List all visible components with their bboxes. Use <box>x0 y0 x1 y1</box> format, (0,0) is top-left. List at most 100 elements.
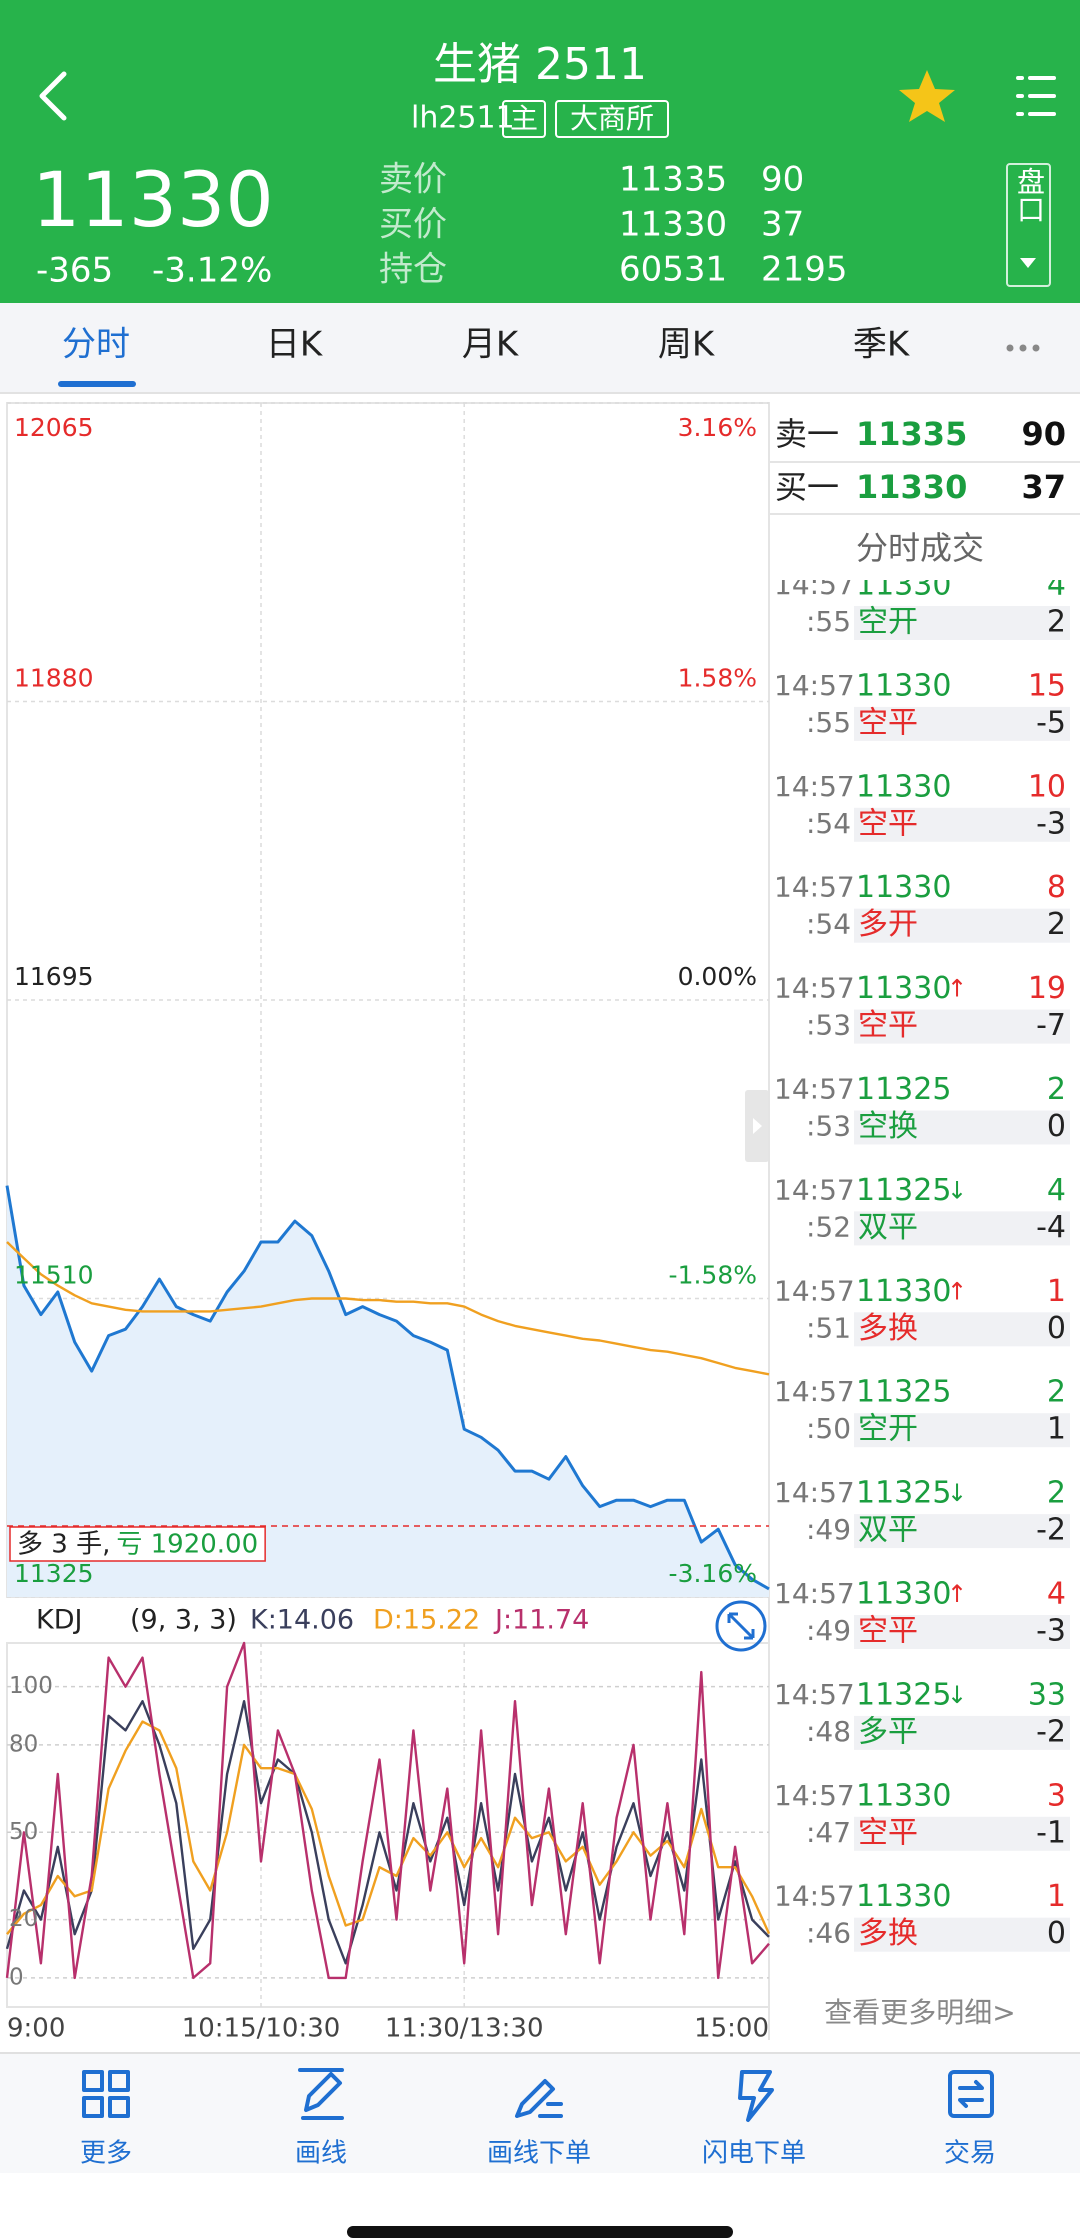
trade-change: -1 <box>1036 1815 1066 1850</box>
series-line <box>6 1241 770 1376</box>
side-button-box[interactable] <box>1006 163 1051 287</box>
trade-qty: 3 <box>1047 1778 1066 1813</box>
trade-row-bg <box>854 1816 1070 1851</box>
tag: 大商所 <box>570 102 654 135</box>
trade-sec: :54 <box>806 807 851 840</box>
tab[interactable]: 周K <box>658 325 716 365</box>
kdj-readout: J:11.74 <box>493 1605 589 1636</box>
trade-qty: 1 <box>1047 1274 1066 1309</box>
trade-change: 0 <box>1047 1109 1066 1144</box>
icon-more[interactable] <box>82 2070 130 2118</box>
trade-row-bg <box>854 1615 1070 1649</box>
trade-row-bg <box>854 1110 1070 1145</box>
tab[interactable]: 分时 <box>62 325 130 365</box>
favorite-star[interactable] <box>899 70 955 122</box>
quote-label: 卖价 <box>379 160 447 200</box>
nav-bar <box>0 2053 1080 2173</box>
trade-time: 14:57 <box>774 770 855 803</box>
trade-type: 多平 <box>858 1714 918 1749</box>
trade-qty: 1 <box>1047 1879 1066 1914</box>
trade-qty: 2 <box>1047 1476 1066 1511</box>
back-button[interactable] <box>39 71 67 121</box>
trade-row-bg <box>854 1715 1070 1750</box>
trade-price: 11330 <box>856 870 951 905</box>
trade-sec: :55 <box>806 605 851 638</box>
trade-change: 2 <box>1047 907 1066 942</box>
trade-price: 11330 <box>856 668 951 703</box>
tag: 主 <box>510 102 538 135</box>
trade-change: 1 <box>1047 1412 1066 1447</box>
trade-sec: :51 <box>806 1311 851 1344</box>
trade-price: 11325 <box>856 1173 951 1208</box>
area-fill <box>7 1185 769 1597</box>
quote-qty: 37 <box>761 205 804 245</box>
trade-type: 空开 <box>858 605 918 640</box>
trade-type: 空平 <box>858 1008 918 1043</box>
trade-price: 11325 <box>856 1677 951 1712</box>
trade-price: 11325 <box>856 1375 951 1410</box>
trade-type: 双平 <box>858 1513 918 1548</box>
side-button[interactable]: 盘口 <box>1013 167 1046 223</box>
quote-qty: 2195 <box>761 250 848 290</box>
tab[interactable]: 日K <box>266 325 324 365</box>
trade-time: 14:57 <box>774 1173 855 1206</box>
trade-price: 11330 <box>856 769 951 804</box>
tab[interactable]: 月K <box>462 325 520 365</box>
trade-price: 11330 <box>856 1577 951 1612</box>
y-tick-label: 0 <box>9 1964 24 1990</box>
title: 生猪 2511 <box>433 39 647 90</box>
nav-label[interactable]: 交易 <box>944 2139 996 2169</box>
book-qty: 37 <box>1021 468 1066 506</box>
trade-time: 14:57 <box>774 1577 855 1610</box>
nav-label[interactable]: 画线 <box>295 2139 347 2169</box>
trade-time: 14:57 <box>774 1274 855 1307</box>
expand-button[interactable] <box>715 1600 767 1652</box>
tab[interactable]: 季K <box>853 325 911 365</box>
nav-label[interactable]: 画线下单 <box>487 2139 591 2169</box>
trade-arrow: ↓ <box>947 1479 967 1507</box>
price-change: -365 <box>36 251 113 291</box>
nav-label[interactable]: 更多 <box>80 2139 132 2169</box>
trade-list: 14:57 11330 4:55 空开 214:57 11330 15:55 空平 -514:5… <box>774 580 1070 1952</box>
trade-row-bg <box>854 1312 1070 1347</box>
icon-draw[interactable] <box>298 2068 344 2120</box>
trade-price: 11330 <box>856 971 951 1006</box>
x-tick-label: 9:00 <box>7 2014 65 2044</box>
trade-row-bg <box>854 606 1070 640</box>
trade-price: 11330 <box>856 1879 951 1914</box>
position-pnl: 亏 1920.00 <box>116 1530 258 1560</box>
trade-arrow: ↑ <box>947 975 967 1003</box>
nav-label[interactable]: 闪电下单 <box>702 2139 806 2169</box>
series-line <box>5 1185 770 1591</box>
trade-row-bg <box>854 1009 1070 1044</box>
trade-type: 多换 <box>858 1916 918 1951</box>
trade-sec: :49 <box>806 1614 851 1647</box>
y-tick-label: 11880 <box>14 664 94 693</box>
trade-sec: :49 <box>806 1513 851 1546</box>
y2-tick-label: 3.16% <box>678 413 757 442</box>
trade-row-bg <box>854 1211 1070 1246</box>
trade-price: 11325 <box>856 1476 951 1511</box>
menu-button[interactable] <box>1016 76 1056 116</box>
trade-qty: 19 <box>1028 971 1066 1006</box>
series-line <box>5 1641 770 1980</box>
icon-trade[interactable] <box>948 2070 994 2118</box>
more-tabs[interactable] <box>1006 344 1040 352</box>
trade-sec: :54 <box>806 908 851 941</box>
kdj-title: KDJ <box>36 1605 82 1636</box>
icon-draw-order[interactable] <box>515 2079 563 2118</box>
y-tick-label: 50 <box>9 1819 38 1845</box>
trade-change: -5 <box>1036 705 1066 740</box>
trade-change: -4 <box>1036 1210 1066 1245</box>
home-indicator <box>347 2226 733 2238</box>
y-tick-label: 100 <box>9 1673 53 1699</box>
header-bg <box>0 0 1080 303</box>
quote-price: 11335 <box>619 160 727 200</box>
quote-price: 11330 <box>619 205 727 245</box>
trade-time: 14:57 <box>774 1678 855 1711</box>
trade-sec: :53 <box>806 1110 851 1143</box>
trade-type: 多换 <box>858 1311 918 1346</box>
price-change-pct: -3.12% <box>152 251 272 291</box>
more-link[interactable]: 查看更多明细> <box>824 1996 1015 2029</box>
icon-flash-order[interactable] <box>738 2070 774 2122</box>
